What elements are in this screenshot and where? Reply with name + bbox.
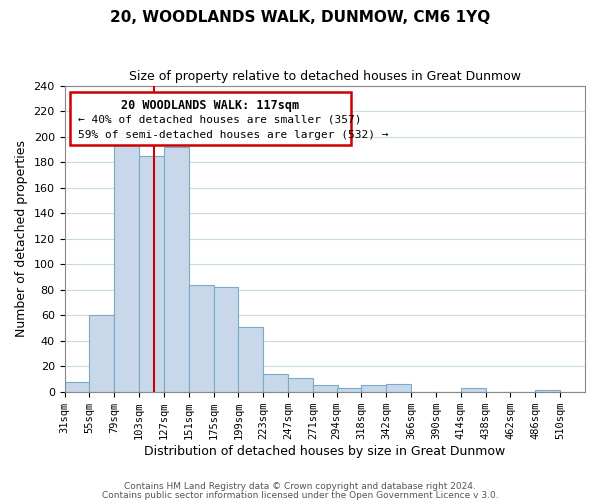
Bar bbox=[461, 388, 485, 392]
Bar bbox=[313, 386, 338, 392]
Y-axis label: Number of detached properties: Number of detached properties bbox=[15, 140, 28, 337]
Bar bbox=[164, 147, 188, 392]
Bar bbox=[89, 315, 114, 392]
Text: 20 WOODLANDS WALK: 117sqm: 20 WOODLANDS WALK: 117sqm bbox=[121, 100, 299, 112]
Bar bbox=[535, 390, 560, 392]
Bar bbox=[263, 374, 288, 392]
Bar bbox=[65, 382, 89, 392]
Bar bbox=[139, 156, 164, 392]
Text: Contains HM Land Registry data © Crown copyright and database right 2024.: Contains HM Land Registry data © Crown c… bbox=[124, 482, 476, 491]
X-axis label: Distribution of detached houses by size in Great Dunmow: Distribution of detached houses by size … bbox=[144, 444, 505, 458]
Text: 59% of semi-detached houses are larger (532) →: 59% of semi-detached houses are larger (… bbox=[77, 130, 388, 140]
Bar bbox=[114, 136, 139, 392]
Bar bbox=[386, 384, 411, 392]
Text: Contains public sector information licensed under the Open Government Licence v : Contains public sector information licen… bbox=[101, 490, 499, 500]
Text: 20, WOODLANDS WALK, DUNMOW, CM6 1YQ: 20, WOODLANDS WALK, DUNMOW, CM6 1YQ bbox=[110, 10, 490, 25]
Text: ← 40% of detached houses are smaller (357): ← 40% of detached houses are smaller (35… bbox=[77, 114, 361, 124]
Title: Size of property relative to detached houses in Great Dunmow: Size of property relative to detached ho… bbox=[129, 70, 521, 83]
Bar bbox=[188, 284, 214, 392]
Bar bbox=[288, 378, 313, 392]
FancyBboxPatch shape bbox=[70, 92, 351, 146]
Bar bbox=[337, 388, 361, 392]
Bar bbox=[238, 326, 263, 392]
Bar bbox=[361, 386, 386, 392]
Bar bbox=[214, 287, 238, 392]
